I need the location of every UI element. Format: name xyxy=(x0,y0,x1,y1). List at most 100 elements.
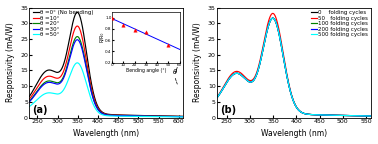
Line: θ =10°: θ =10° xyxy=(29,26,183,116)
0    folding cycles xyxy=(271,17,275,19)
θ =0° (No bending) xyxy=(97,108,101,109)
Line: 50   folding cycles: 50 folding cycles xyxy=(217,13,371,116)
θ =10° xyxy=(130,115,134,116)
Line: 100 folding cycles: 100 folding cycles xyxy=(217,18,371,116)
50   folding cycles xyxy=(254,72,259,73)
200 folding cycles xyxy=(318,114,322,116)
θ =30° xyxy=(130,115,134,117)
θ =0° (No bending) xyxy=(118,114,122,116)
200 folding cycles xyxy=(254,74,259,75)
θ =50° xyxy=(130,115,134,117)
500 folding cycles xyxy=(331,114,335,116)
100 folding cycles xyxy=(215,96,220,98)
200 folding cycles xyxy=(271,17,275,19)
200 folding cycles xyxy=(306,113,310,115)
100 folding cycles xyxy=(318,114,322,116)
θ =50° xyxy=(143,116,147,117)
θ =10° xyxy=(181,116,185,117)
Line: θ =0° (No bending): θ =0° (No bending) xyxy=(29,12,183,116)
θ =20° xyxy=(67,59,71,60)
θ =30° xyxy=(181,116,185,118)
Line: θ =30°: θ =30° xyxy=(29,40,183,117)
500 folding cycles xyxy=(242,77,247,79)
θ =20° xyxy=(130,115,134,117)
50   folding cycles xyxy=(369,115,373,117)
0    folding cycles xyxy=(254,74,259,75)
θ =10° xyxy=(143,115,147,117)
θ =20° xyxy=(54,82,59,84)
50   folding cycles xyxy=(306,113,310,115)
θ =30° xyxy=(143,115,147,117)
0    folding cycles xyxy=(242,77,247,79)
Y-axis label: Responsivity (mA/W): Responsivity (mA/W) xyxy=(6,23,15,102)
θ =10° xyxy=(97,109,101,111)
200 folding cycles xyxy=(369,115,373,117)
0    folding cycles xyxy=(369,115,373,117)
Text: (a): (a) xyxy=(33,105,48,115)
Y-axis label: Responsivity (mA/W): Responsivity (mA/W) xyxy=(194,23,203,102)
500 folding cycles xyxy=(254,74,259,75)
θ =20° xyxy=(118,115,122,116)
θ =20° xyxy=(143,115,147,117)
100 folding cycles xyxy=(254,74,259,75)
θ =10° xyxy=(75,25,79,27)
100 folding cycles xyxy=(331,114,335,116)
θ =20° xyxy=(75,36,79,37)
200 folding cycles xyxy=(285,75,289,77)
θ =50° xyxy=(181,116,185,118)
θ =10° xyxy=(27,98,32,100)
θ =10° xyxy=(118,114,122,116)
Line: 500 folding cycles: 500 folding cycles xyxy=(217,18,371,116)
0    folding cycles xyxy=(215,96,220,98)
Text: θ: θ xyxy=(173,69,177,75)
θ =30° xyxy=(97,110,101,112)
0    folding cycles xyxy=(306,113,310,115)
θ =30° xyxy=(27,101,32,103)
X-axis label: Wavelength (nm): Wavelength (nm) xyxy=(261,129,327,138)
θ =50° xyxy=(75,62,79,64)
50   folding cycles xyxy=(215,96,220,98)
θ =30° xyxy=(54,83,59,85)
θ =0° (No bending) xyxy=(75,12,79,13)
θ =30° xyxy=(67,61,71,63)
100 folding cycles xyxy=(369,115,373,117)
θ =50° xyxy=(27,106,32,107)
Line: θ =20°: θ =20° xyxy=(29,37,183,117)
500 folding cycles xyxy=(318,114,322,116)
θ =0° (No bending) xyxy=(130,114,134,116)
Line: θ =50°: θ =50° xyxy=(29,63,183,117)
θ =0° (No bending) xyxy=(27,95,32,97)
50   folding cycles xyxy=(318,114,322,116)
θ =0° (No bending) xyxy=(143,115,147,116)
Legend: 0    folding cycles, 50   folding cycles, 100 folding cycles, 200 folding cycles: 0 folding cycles, 50 folding cycles, 100… xyxy=(310,9,369,38)
200 folding cycles xyxy=(215,96,220,98)
θ =20° xyxy=(181,116,185,118)
θ =0° (No bending) xyxy=(67,41,71,43)
200 folding cycles xyxy=(242,77,247,79)
θ =10° xyxy=(67,51,71,53)
500 folding cycles xyxy=(306,113,310,115)
500 folding cycles xyxy=(215,96,220,98)
θ =50° xyxy=(67,77,71,79)
500 folding cycles xyxy=(285,75,289,77)
100 folding cycles xyxy=(271,17,275,19)
0    folding cycles xyxy=(331,114,335,116)
X-axis label: Wavelength (nm): Wavelength (nm) xyxy=(73,129,139,138)
50   folding cycles xyxy=(242,75,247,77)
θ =50° xyxy=(97,112,101,114)
50   folding cycles xyxy=(285,73,289,75)
100 folding cycles xyxy=(285,75,289,77)
θ =50° xyxy=(54,93,59,95)
Line: 0    folding cycles: 0 folding cycles xyxy=(217,18,371,116)
50   folding cycles xyxy=(271,13,275,14)
θ =10° xyxy=(54,77,59,79)
500 folding cycles xyxy=(369,115,373,117)
500 folding cycles xyxy=(271,17,275,19)
θ =0° (No bending) xyxy=(181,115,185,117)
0    folding cycles xyxy=(285,75,289,77)
θ =30° xyxy=(118,115,122,116)
θ =20° xyxy=(27,100,32,102)
200 folding cycles xyxy=(331,114,335,116)
0    folding cycles xyxy=(318,114,322,116)
θ =0° (No bending) xyxy=(54,71,59,73)
